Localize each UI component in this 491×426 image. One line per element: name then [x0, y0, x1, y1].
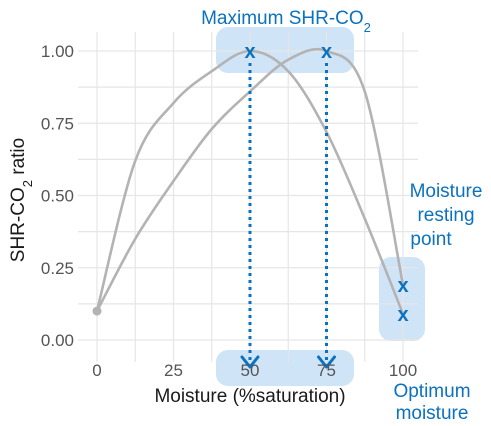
x-tick-label: 0 [92, 361, 101, 380]
drop-arrowhead [317, 355, 336, 369]
x-tick-label: 50 [241, 361, 260, 380]
resting-annotation-line-1: Moisture [410, 181, 483, 202]
highlight-boxes [216, 27, 425, 386]
x-axis-title: Moisture (%saturation) [154, 386, 345, 407]
y-tick-label: 0.00 [41, 331, 74, 350]
curve-markers: x xxx [244, 41, 408, 326]
curve-start-point [92, 306, 102, 316]
y-tick-label: 1.00 [41, 42, 74, 61]
response-curves [92, 47, 405, 316]
y-tick-label: 0.25 [41, 259, 74, 278]
x-marker: x [321, 41, 332, 63]
optimum-annotation-line-1: Optimum [393, 381, 470, 402]
axis-ticks: 0 25 50 75 100 0.00 0.25 0.50 0.75 1.00 [41, 42, 417, 380]
resting-highlight-box [379, 257, 425, 341]
grid-lines [78, 32, 418, 362]
resting-annotation-line-3: point [410, 229, 452, 250]
optimum-drop-lines [240, 63, 336, 369]
y-tick-label: 0.75 [41, 114, 74, 133]
resting-annotation-line-2: resting [417, 205, 474, 226]
y-axis-title: SHR-CO2 ratio [8, 138, 35, 262]
x-marker: x [244, 41, 255, 63]
x-marker: x [397, 304, 408, 326]
response-curve-2 [95, 47, 405, 312]
response-curve-1 [95, 49, 405, 315]
x-tick-label: 25 [164, 361, 183, 380]
x-marker: x [397, 275, 408, 297]
drop-arrowhead [240, 355, 260, 369]
x-tick-label: 100 [389, 361, 417, 380]
x-tick-label: 75 [317, 361, 336, 380]
optimum-annotation-line-2: moisture [396, 403, 469, 424]
y-tick-label: 0.50 [41, 187, 74, 206]
maximum-highlight-box [216, 27, 354, 73]
